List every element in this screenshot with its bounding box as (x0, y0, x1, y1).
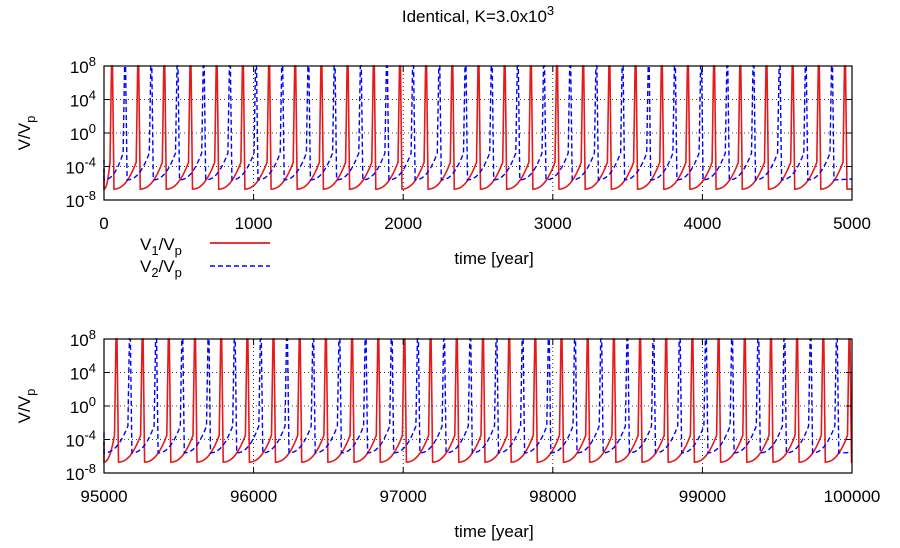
x-tick-label: 95000 (80, 487, 127, 506)
chart-title: Identical, K=3.0x103 (402, 3, 554, 26)
x-tick-label: 98000 (529, 487, 576, 506)
x-tick-label: 3000 (534, 214, 572, 233)
top-panel: 0 1000 2000 3000 4000 5000 10-8 10-4 100 104 108 ti… (15, 54, 871, 268)
y-tick-label: 100 (70, 394, 96, 417)
y-tick-label: 10-4 (66, 155, 96, 178)
series-v1-line (103, 338, 853, 464)
x-tick-label: 97000 (380, 487, 427, 506)
y-tick-label: 108 (70, 54, 96, 77)
x-tick-label: 99000 (679, 487, 726, 506)
y-tick-label: 100 (70, 121, 96, 144)
y-tick-label: 10-4 (66, 428, 96, 451)
y-tick-label: 104 (70, 88, 96, 111)
y-axis-label: V/Vp (15, 389, 38, 424)
y-tick-label: 108 (70, 327, 96, 350)
x-tick-label: 2000 (384, 214, 422, 233)
y-tick-label: 10-8 (66, 188, 96, 211)
x-tick-label: 1000 (235, 214, 273, 233)
x-axis-label: time [year] (454, 522, 533, 541)
x-tick-label: 5000 (833, 214, 871, 233)
legend-label-v2: V2/Vp (140, 257, 182, 280)
y-tick-label: 104 (70, 361, 96, 384)
x-tick-label: 100000 (824, 487, 881, 506)
series-v2-line (103, 338, 853, 454)
x-tick-label: 0 (99, 214, 108, 233)
series-v1-line (103, 65, 852, 191)
series-v2-line (103, 65, 853, 181)
bottom-panel: 95000 96000 97000 98000 99000 100000 10-8 10-4 1… (15, 327, 880, 541)
legend-label-v1: V1/Vp (140, 235, 182, 258)
y-axis-label: V/Vp (15, 116, 38, 151)
x-axis-label: time [year] (454, 249, 533, 268)
y-tick-label: 10-8 (66, 461, 96, 484)
x-tick-label: 4000 (683, 214, 721, 233)
x-tick-label: 96000 (230, 487, 277, 506)
